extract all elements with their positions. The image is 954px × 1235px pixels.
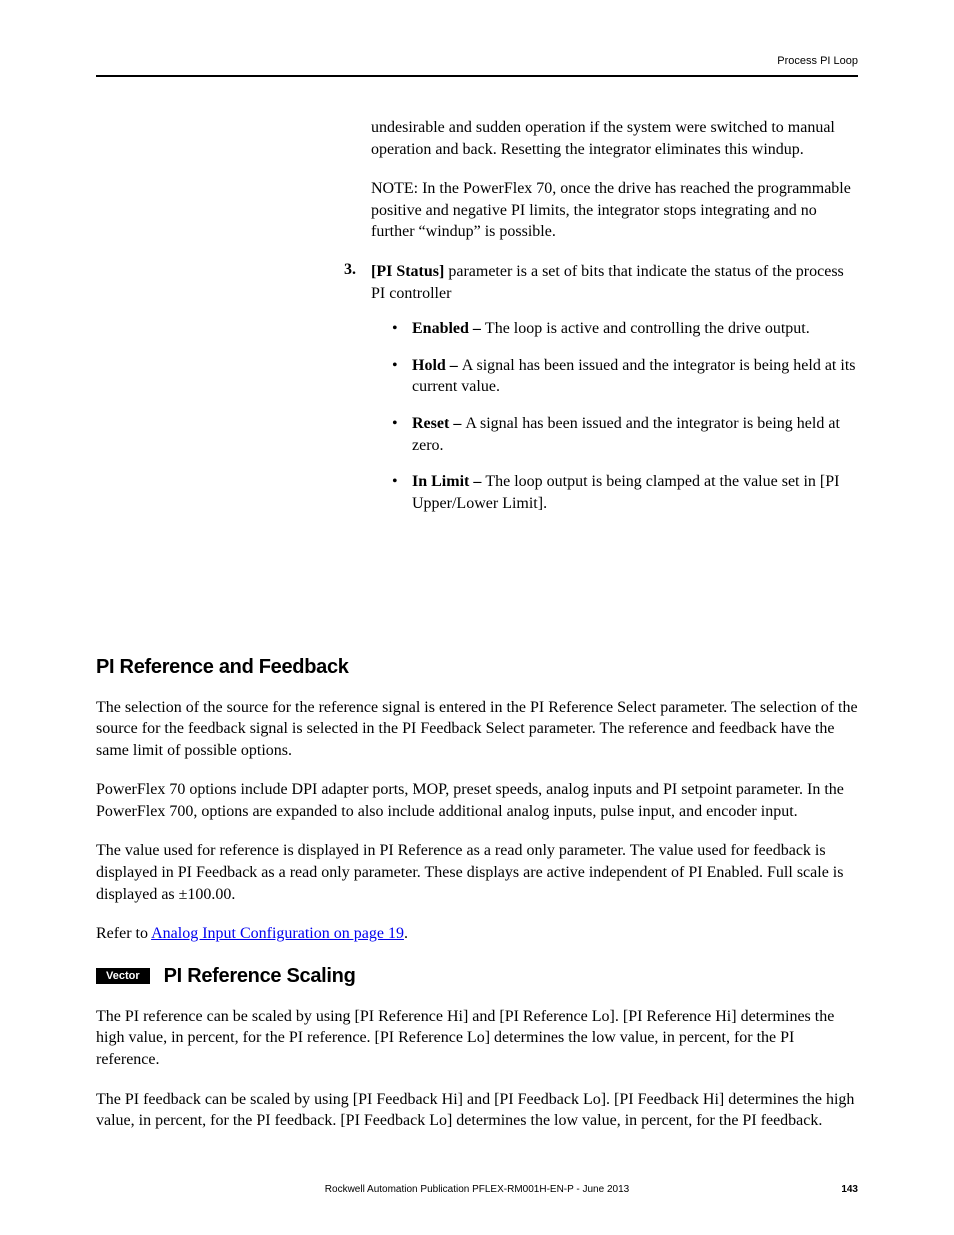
refer-suffix: .	[404, 925, 408, 942]
bullet-label: In Limit –	[412, 473, 485, 490]
page-content: undesirable and sudden operation if the …	[96, 117, 858, 636]
bullet-icon: •	[392, 413, 412, 456]
bullet-icon: •	[392, 318, 412, 340]
footer-publication: Rockwell Automation Publication PFLEX-RM…	[136, 1184, 818, 1195]
analog-input-link[interactable]: Analog Input Configuration on page 19	[151, 925, 404, 942]
paragraph-pi-ref-1: The selection of the source for the refe…	[96, 697, 858, 762]
heading-pi-reference-scaling: PI Reference Scaling	[164, 965, 356, 988]
page-footer: Rockwell Automation Publication PFLEX-RM…	[96, 1154, 858, 1195]
heading-row-scaling: Vector PI Reference Scaling	[96, 965, 858, 988]
bullet-desc: A signal has been issued and the integra…	[412, 415, 840, 454]
bullet-desc: A signal has been issued and the integra…	[412, 357, 856, 396]
vector-badge: Vector	[96, 968, 150, 984]
numbered-item-3: 3. [PI Status] parameter is a set of bit…	[344, 261, 858, 304]
paragraph-windup: undesirable and sudden operation if the …	[344, 117, 858, 160]
paragraph-pi-ref-3: The value used for reference is displaye…	[96, 840, 858, 905]
refer-prefix: Refer to	[96, 925, 151, 942]
paragraph-note: NOTE: In the PowerFlex 70, once the driv…	[344, 178, 858, 243]
full-width-content: PI Reference and Feedback The selection …	[96, 636, 858, 1155]
page-header: Process PI Loop	[96, 55, 858, 77]
bullet-label: Hold –	[412, 357, 462, 374]
section-label: Process PI Loop	[777, 55, 858, 67]
status-bullet-list: • Enabled – The loop is active and contr…	[344, 318, 858, 514]
bullet-desc: The loop is active and controlling the d…	[485, 320, 810, 337]
bullet-in-limit: • In Limit – The loop output is being cl…	[392, 471, 858, 514]
bullet-text: Reset – A signal has been issued and the…	[412, 413, 858, 456]
bullet-text: In Limit – The loop output is being clam…	[412, 471, 858, 514]
pi-status-label: [PI Status]	[371, 263, 444, 280]
bullet-label: Enabled –	[412, 320, 485, 337]
list-text: [PI Status] parameter is a set of bits t…	[371, 261, 858, 304]
bullet-text: Hold – A signal has been issued and the …	[412, 355, 858, 398]
bullet-icon: •	[392, 471, 412, 514]
footer-page-number: 143	[818, 1184, 858, 1195]
bullet-reset: • Reset – A signal has been issued and t…	[392, 413, 858, 456]
paragraph-scaling-2: The PI feedback can be scaled by using […	[96, 1089, 858, 1132]
bullet-text: Enabled – The loop is active and control…	[412, 318, 810, 340]
bullet-icon: •	[392, 355, 412, 398]
paragraph-pi-ref-2: PowerFlex 70 options include DPI adapter…	[96, 779, 858, 822]
heading-pi-reference-feedback: PI Reference and Feedback	[96, 656, 858, 679]
paragraph-refer: Refer to Analog Input Configuration on p…	[96, 923, 858, 945]
list-number: 3.	[344, 261, 371, 304]
bullet-label: Reset –	[412, 415, 465, 432]
document-page: Process PI Loop undesirable and sudden o…	[0, 0, 954, 1235]
bullet-hold: • Hold – A signal has been issued and th…	[392, 355, 858, 398]
paragraph-scaling-1: The PI reference can be scaled by using …	[96, 1006, 858, 1071]
bullet-enabled: • Enabled – The loop is active and contr…	[392, 318, 858, 340]
